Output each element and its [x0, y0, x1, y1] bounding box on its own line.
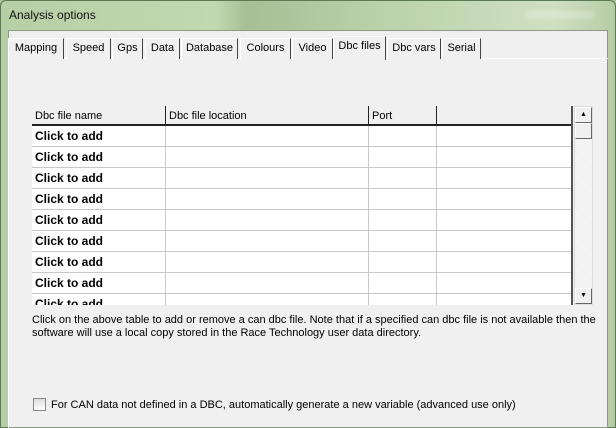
- tab-dbc-vars[interactable]: Dbc vars: [387, 38, 441, 59]
- help-text: Click on the above table to add or remov…: [32, 314, 596, 339]
- table-cell[interactable]: [166, 252, 369, 273]
- table-cell[interactable]: [369, 252, 437, 273]
- click-to-add-cell[interactable]: Click to add: [32, 273, 166, 294]
- dbc-table[interactable]: Dbc file name Dbc file location Port Click…: [32, 106, 573, 305]
- table-row[interactable]: Click to add: [32, 252, 571, 273]
- click-to-add-cell[interactable]: Click to add: [32, 168, 166, 189]
- tab-video[interactable]: Video: [292, 38, 333, 59]
- auto-generate-variable-checkbox[interactable]: For CAN data not defined in a DBC, autom…: [33, 398, 516, 411]
- click-to-add-cell[interactable]: Click to add: [32, 252, 166, 273]
- table-cell[interactable]: [369, 168, 437, 189]
- checkbox-label: For CAN data not defined in a DBC, autom…: [51, 398, 516, 411]
- table-cell[interactable]: [166, 126, 369, 147]
- tab-gps[interactable]: Gps: [112, 38, 143, 59]
- tab-colours[interactable]: Colours: [240, 38, 291, 59]
- column-header[interactable]: Port: [369, 106, 437, 126]
- tab-data[interactable]: Data: [145, 38, 180, 59]
- table-cell[interactable]: [437, 147, 571, 168]
- column-header[interactable]: Dbc file location: [166, 106, 369, 126]
- tab-speed[interactable]: Speed: [66, 38, 111, 59]
- table-row[interactable]: Click to add: [32, 126, 571, 147]
- table-cell[interactable]: [369, 231, 437, 252]
- table-header: Dbc file name Dbc file location Port: [32, 106, 571, 126]
- tab-serial[interactable]: Serial: [442, 38, 481, 59]
- table-cell[interactable]: [369, 273, 437, 294]
- click-to-add-cell[interactable]: Click to add: [32, 210, 166, 231]
- click-to-add-cell[interactable]: Click to add: [32, 231, 166, 252]
- table-cell[interactable]: [369, 294, 437, 305]
- title-bar-buttons: [525, 11, 595, 19]
- table-row[interactable]: Click to add: [32, 273, 571, 294]
- table-cell[interactable]: [369, 147, 437, 168]
- table-cell[interactable]: [166, 210, 369, 231]
- scroll-up-arrow-icon[interactable]: ▲: [575, 107, 592, 123]
- click-to-add-cell[interactable]: Click to add: [32, 294, 166, 305]
- table-cell[interactable]: [437, 168, 571, 189]
- table-cell[interactable]: [166, 231, 369, 252]
- table-row[interactable]: Click to add: [32, 189, 571, 210]
- table-cell[interactable]: [437, 273, 571, 294]
- scroll-down-arrow-icon[interactable]: ▼: [575, 288, 592, 304]
- tab-mapping[interactable]: Mapping: [8, 38, 64, 59]
- table-row[interactable]: Click to add: [32, 210, 571, 231]
- table-cell[interactable]: [166, 294, 369, 305]
- tab-database[interactable]: Database: [181, 38, 238, 59]
- column-header[interactable]: Dbc file name: [32, 106, 166, 126]
- window-title: Analysis options: [9, 8, 96, 22]
- table-cell[interactable]: [369, 210, 437, 231]
- column-header[interactable]: [437, 106, 571, 126]
- table-cell[interactable]: [437, 294, 571, 305]
- table-cell[interactable]: [437, 231, 571, 252]
- table-cell[interactable]: [369, 189, 437, 210]
- table-cell[interactable]: [369, 126, 437, 147]
- table-cell[interactable]: [166, 273, 369, 294]
- table-cell[interactable]: [437, 210, 571, 231]
- table-cell[interactable]: [166, 147, 369, 168]
- table-cell[interactable]: [437, 252, 571, 273]
- vertical-scrollbar[interactable]: ▲ ▼: [574, 106, 593, 305]
- click-to-add-cell[interactable]: Click to add: [32, 189, 166, 210]
- scroll-thumb[interactable]: [575, 123, 592, 139]
- table-cell[interactable]: [166, 168, 369, 189]
- table-row[interactable]: Click to add: [32, 168, 571, 189]
- table-cell[interactable]: [437, 126, 571, 147]
- click-to-add-cell[interactable]: Click to add: [32, 126, 166, 147]
- checkbox-box[interactable]: [33, 398, 46, 411]
- table-row[interactable]: Click to add: [32, 147, 571, 168]
- tab-dbc-files[interactable]: Dbc files: [333, 36, 386, 60]
- table-cell[interactable]: [437, 189, 571, 210]
- table-cell[interactable]: [166, 189, 369, 210]
- table-row[interactable]: Click to add: [32, 294, 571, 305]
- table-row[interactable]: Click to add: [32, 231, 571, 252]
- click-to-add-cell[interactable]: Click to add: [32, 147, 166, 168]
